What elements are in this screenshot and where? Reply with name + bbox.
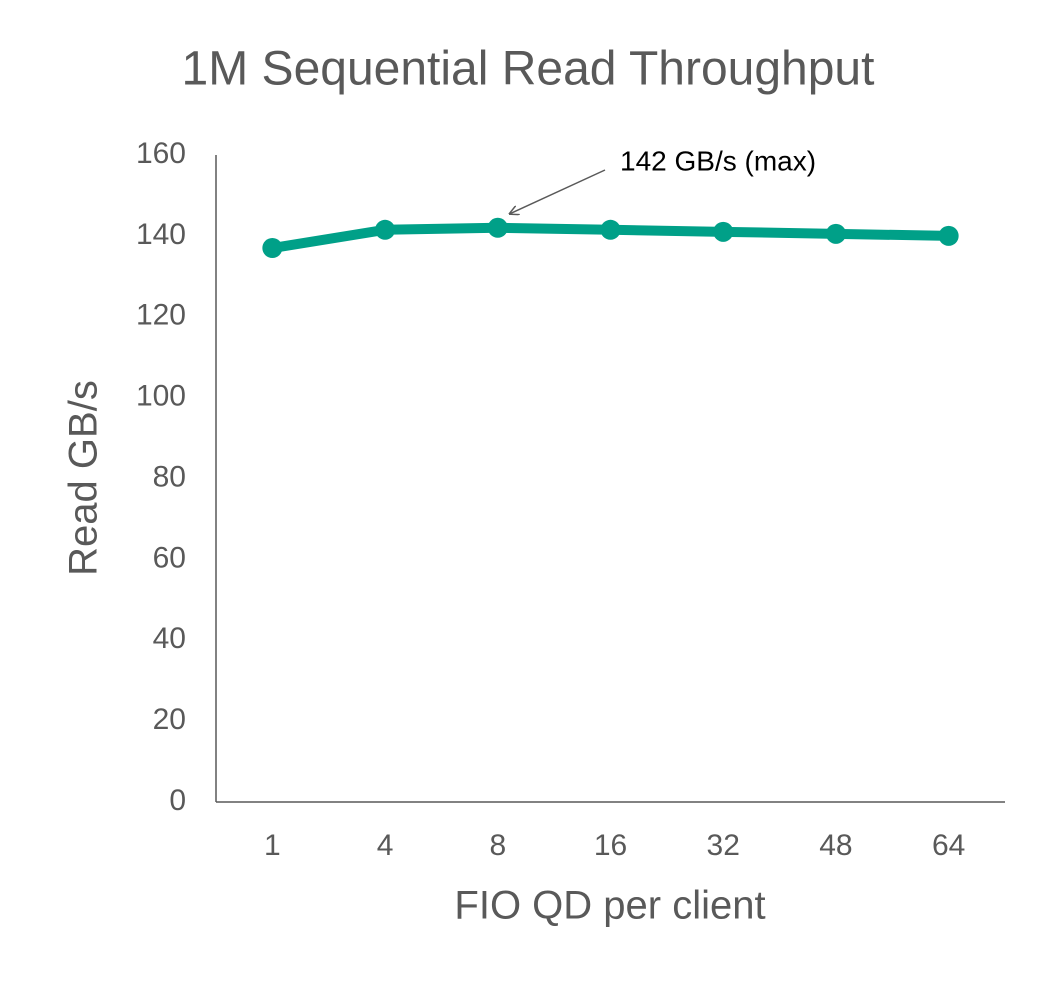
- y-tick-label: 60: [153, 541, 186, 574]
- x-tick-label: 8: [489, 829, 506, 862]
- y-tick-label: 20: [153, 703, 186, 736]
- y-tick-label: 40: [153, 622, 186, 655]
- x-tick-label: 1: [264, 829, 281, 862]
- point: [487, 217, 508, 238]
- point: [713, 221, 734, 242]
- point: [262, 238, 283, 259]
- y-tick-label: 0: [169, 784, 186, 817]
- point: [825, 223, 846, 244]
- y-tick-label: 100: [136, 380, 186, 413]
- annotation-arrow: [510, 169, 606, 214]
- x-tick-label: 16: [594, 829, 627, 862]
- point: [938, 225, 959, 246]
- x-tick-label: 64: [932, 829, 965, 862]
- y-tick-label: 80: [153, 460, 186, 493]
- y-tick-label: 120: [136, 299, 186, 332]
- chart-title: 1M Sequential Read Throughput: [182, 43, 875, 96]
- x-tick-label: 4: [377, 829, 394, 862]
- annotation: 142 GB/s (max): [620, 145, 816, 176]
- x-axis-title: FIO QD per client: [454, 884, 765, 928]
- x-tick-label: 32: [707, 829, 740, 862]
- point: [600, 219, 621, 240]
- y-tick-label: 160: [136, 137, 186, 170]
- point: [375, 219, 396, 240]
- y-axis-title: Read GB/s: [62, 380, 106, 576]
- y-tick-label: 140: [136, 218, 186, 251]
- x-tick-label: 48: [819, 829, 852, 862]
